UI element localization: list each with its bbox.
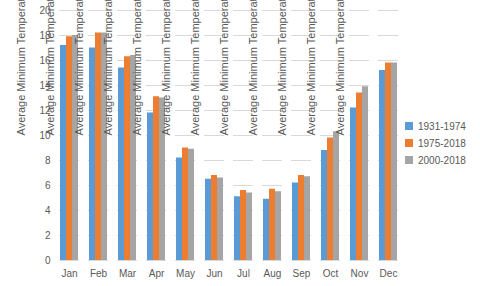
svg-text:Mar: Mar xyxy=(119,268,137,279)
html-text:1975-2018: 1975-2018 xyxy=(418,137,466,149)
svg-text:8: 8 xyxy=(45,155,51,166)
svg-text:Apr: Apr xyxy=(149,268,165,279)
svg-text:Average Minimum Temperature (°: Average Minimum Temperature (°C) xyxy=(15,0,27,136)
svg-text:Jul: Jul xyxy=(237,268,250,279)
svg-text:Feb: Feb xyxy=(90,268,108,279)
svg-text:Jun: Jun xyxy=(206,268,222,279)
svg-text:Aug: Aug xyxy=(264,268,282,279)
svg-text:Average Minimum Temperature (°: Average Minimum Temperature (°C) xyxy=(189,0,201,136)
svg-text:Average Minimum Temperature (°: Average Minimum Temperature (°C) xyxy=(276,0,288,136)
svg-text:Average Minimum Temperature (°: Average Minimum Temperature (°C) xyxy=(305,0,317,136)
html-text:1931-1974: 1931-1974 xyxy=(418,120,466,132)
svg-text:Oct: Oct xyxy=(323,268,339,279)
html-text:2000-2018: 2000-2018 xyxy=(418,154,466,166)
svg-text:Average Minimum Temperature (°: Average Minimum Temperature (°C) xyxy=(334,0,346,136)
svg-text:Dec: Dec xyxy=(380,268,398,279)
svg-text:Average Minimum Temperature (°: Average Minimum Temperature (°C) xyxy=(102,0,114,136)
svg-text:Nov: Nov xyxy=(351,268,369,279)
svg-text:Jan: Jan xyxy=(61,268,77,279)
svg-text:6: 6 xyxy=(45,180,51,191)
svg-text:Average Minimum Temperature (°: Average Minimum Temperature (°C) xyxy=(218,0,230,136)
svg-text:0: 0 xyxy=(45,255,51,266)
svg-text:Average Minimum Temperature (°: Average Minimum Temperature (°C) xyxy=(160,0,172,136)
svg-text:Average Minimum Temperature (°: Average Minimum Temperature (°C) xyxy=(73,0,85,136)
svg-text:2: 2 xyxy=(45,230,51,241)
svg-text:Average Minimum Temperature (°: Average Minimum Temperature (°C) xyxy=(131,0,143,136)
svg-text:Average Minimum Temperature (°: Average Minimum Temperature (°C) xyxy=(44,0,56,136)
svg-text:Sep: Sep xyxy=(293,268,311,279)
svg-text:4: 4 xyxy=(45,205,51,216)
svg-text:Average Minimum Temperature (°: Average Minimum Temperature (°C) xyxy=(247,0,259,136)
svg-text:May: May xyxy=(176,268,195,279)
